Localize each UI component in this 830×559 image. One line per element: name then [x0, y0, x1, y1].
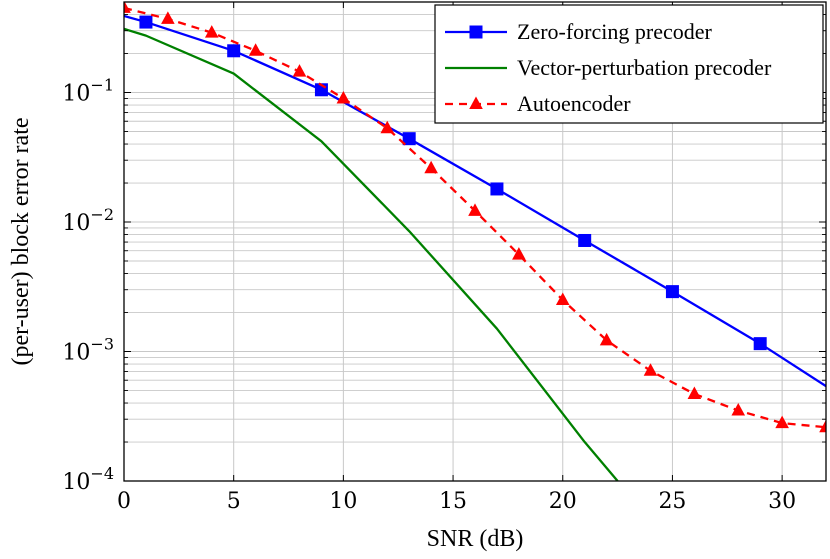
data-point: [161, 11, 175, 24]
series-autoencoder: [124, 2, 826, 433]
x-axis-label: SNR (dB): [427, 526, 524, 552]
data-point: [753, 337, 767, 351]
data-point: [578, 233, 592, 247]
data-point: [819, 419, 826, 433]
x-tick-label: 25: [658, 489, 686, 514]
data-point: [124, 2, 131, 13]
legend-label: Zero-forcing precoder: [517, 19, 713, 44]
legend-label: Autoencoder: [517, 91, 631, 116]
legend-box: [434, 4, 824, 124]
legend-marker: [469, 96, 483, 109]
x-tick-label: 5: [227, 489, 241, 514]
data-point: [380, 120, 395, 134]
series-line: [124, 27, 619, 481]
data-point: [599, 332, 614, 346]
data-point: [775, 415, 789, 429]
data-point: [490, 182, 504, 196]
series-vector-perturbation-precoder: [124, 27, 619, 481]
data-point: [665, 285, 679, 299]
data-point: [292, 64, 307, 77]
data-point: [139, 15, 153, 29]
y-tick-label: 10−3: [62, 335, 114, 366]
y-tick-labels: 10−1 10−2 10−3 10−4: [62, 76, 114, 495]
series-zero-forcing-precoder: [124, 14, 826, 388]
data-point: [687, 386, 702, 399]
data-point: [336, 90, 351, 104]
data-point: [731, 403, 746, 416]
legend: Zero-forcing precoder Vector-perturbation…: [434, 4, 824, 124]
legend-marker: [469, 25, 483, 39]
legend-label: Vector-perturbation precoder: [517, 55, 772, 80]
data-point: [468, 203, 482, 216]
data-point: [424, 160, 438, 174]
x-tick-label: 15: [439, 489, 467, 514]
series-line: [124, 14, 826, 388]
y-tick-label: 10−1: [62, 76, 114, 107]
y-tick-label: 10−4: [62, 464, 114, 495]
x-tick-label: 30: [768, 489, 796, 514]
plot-frame: [123, 1, 827, 482]
data-point: [248, 43, 263, 56]
x-tick-label: 20: [549, 489, 577, 514]
y-axis-label: (per-user) block error rate: [8, 117, 34, 365]
x-tick-labels: 0 5 10 15 20 25 30: [117, 489, 796, 514]
data-point: [204, 25, 219, 38]
data-point: [227, 44, 241, 58]
x-tick-label: 10: [329, 489, 357, 514]
data-point: [555, 292, 570, 305]
series-layer: [124, 2, 826, 481]
data-point: [643, 363, 658, 376]
data-point: [402, 132, 416, 146]
x-tick-label: 0: [117, 489, 131, 514]
data-point: [512, 247, 526, 260]
y-tick-label: 10−2: [62, 205, 114, 236]
